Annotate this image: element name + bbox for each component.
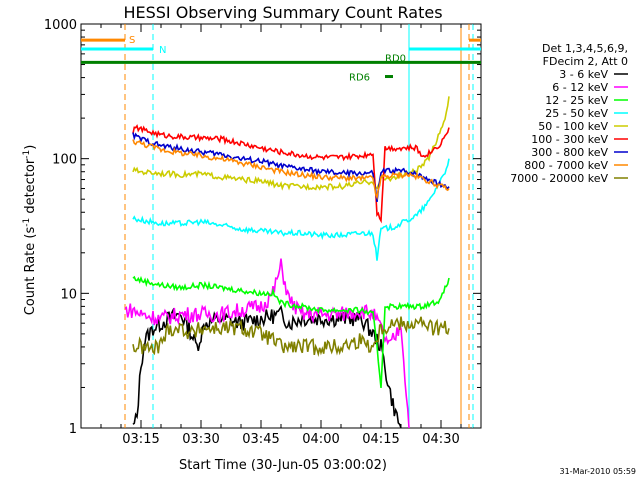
legend-header: Det 1,3,4,5,6,9, (542, 42, 628, 55)
y-tick-label: 10 (60, 287, 77, 302)
x-tick-label: 04:30 (422, 432, 459, 447)
legend-entry-label: 800 - 7000 keV (524, 159, 608, 172)
x-tick-label: 03:45 (242, 432, 279, 447)
legend: Det 1,3,4,5,6,9,FDecim 2, Att 03 - 6 keV… (510, 42, 628, 185)
series-line (132, 132, 450, 202)
x-axis-label: Start Time (30-Jun-05 03:00:02) (179, 458, 387, 473)
y-axis-label: Count Rate (s-1 detector-1) (22, 145, 38, 316)
y-tick-label: 1000 (44, 18, 77, 33)
series-line (132, 158, 450, 261)
legend-entry-label: 50 - 100 keV (538, 120, 608, 133)
y-axis-label-suffix: ) (23, 145, 38, 150)
x-tick-label: 03:30 (182, 432, 219, 447)
series-line (132, 139, 450, 201)
series-line (132, 275, 450, 388)
series-line (132, 124, 450, 224)
date-stamp: 31-Mar-2010 05:59 (560, 467, 637, 476)
y-axis-label-mid: detector (23, 158, 38, 218)
legend-entry-label: 25 - 50 keV (545, 107, 608, 120)
y-axis-label-sup2: -1 (22, 150, 32, 159)
y-tick-label: 1 (69, 422, 77, 437)
legend-entry-label: 300 - 800 keV (531, 146, 608, 159)
x-tick-label: 03:15 (122, 432, 159, 447)
x-tick-label: 04:00 (302, 432, 339, 447)
legend-entry-label: 6 - 12 keV (552, 81, 608, 94)
y-axis-label-prefix: Count Rate (s (23, 227, 38, 316)
y-tick-label: 100 (52, 153, 77, 168)
series-line (132, 304, 402, 429)
flag-label-n: N (159, 45, 166, 56)
y-axis-label-sup: -1 (22, 218, 32, 227)
legend-entry-label: 100 - 300 keV (531, 133, 608, 146)
legend-entry-label: 7000 - 20000 keV (510, 172, 608, 185)
plot-area: S N RD0 RD6 1 10 100 1000 03:15 03:30 03:45 04:00 04… (44, 18, 482, 447)
legend-header: FDecim 2, Att 0 (543, 55, 628, 68)
series-line (132, 316, 450, 358)
series-line (132, 96, 450, 192)
chart-title: HESSI Observing Summary Count Rates (123, 3, 442, 22)
flag-label-s: S (129, 35, 135, 46)
flag-label-rd0: RD0 (385, 53, 406, 64)
legend-entry-label: 12 - 25 keV (545, 94, 608, 107)
legend-entry-label: 3 - 6 keV (559, 68, 608, 81)
x-tick-label: 04:15 (362, 432, 399, 447)
flag-label-rd6: RD6 (349, 73, 370, 84)
